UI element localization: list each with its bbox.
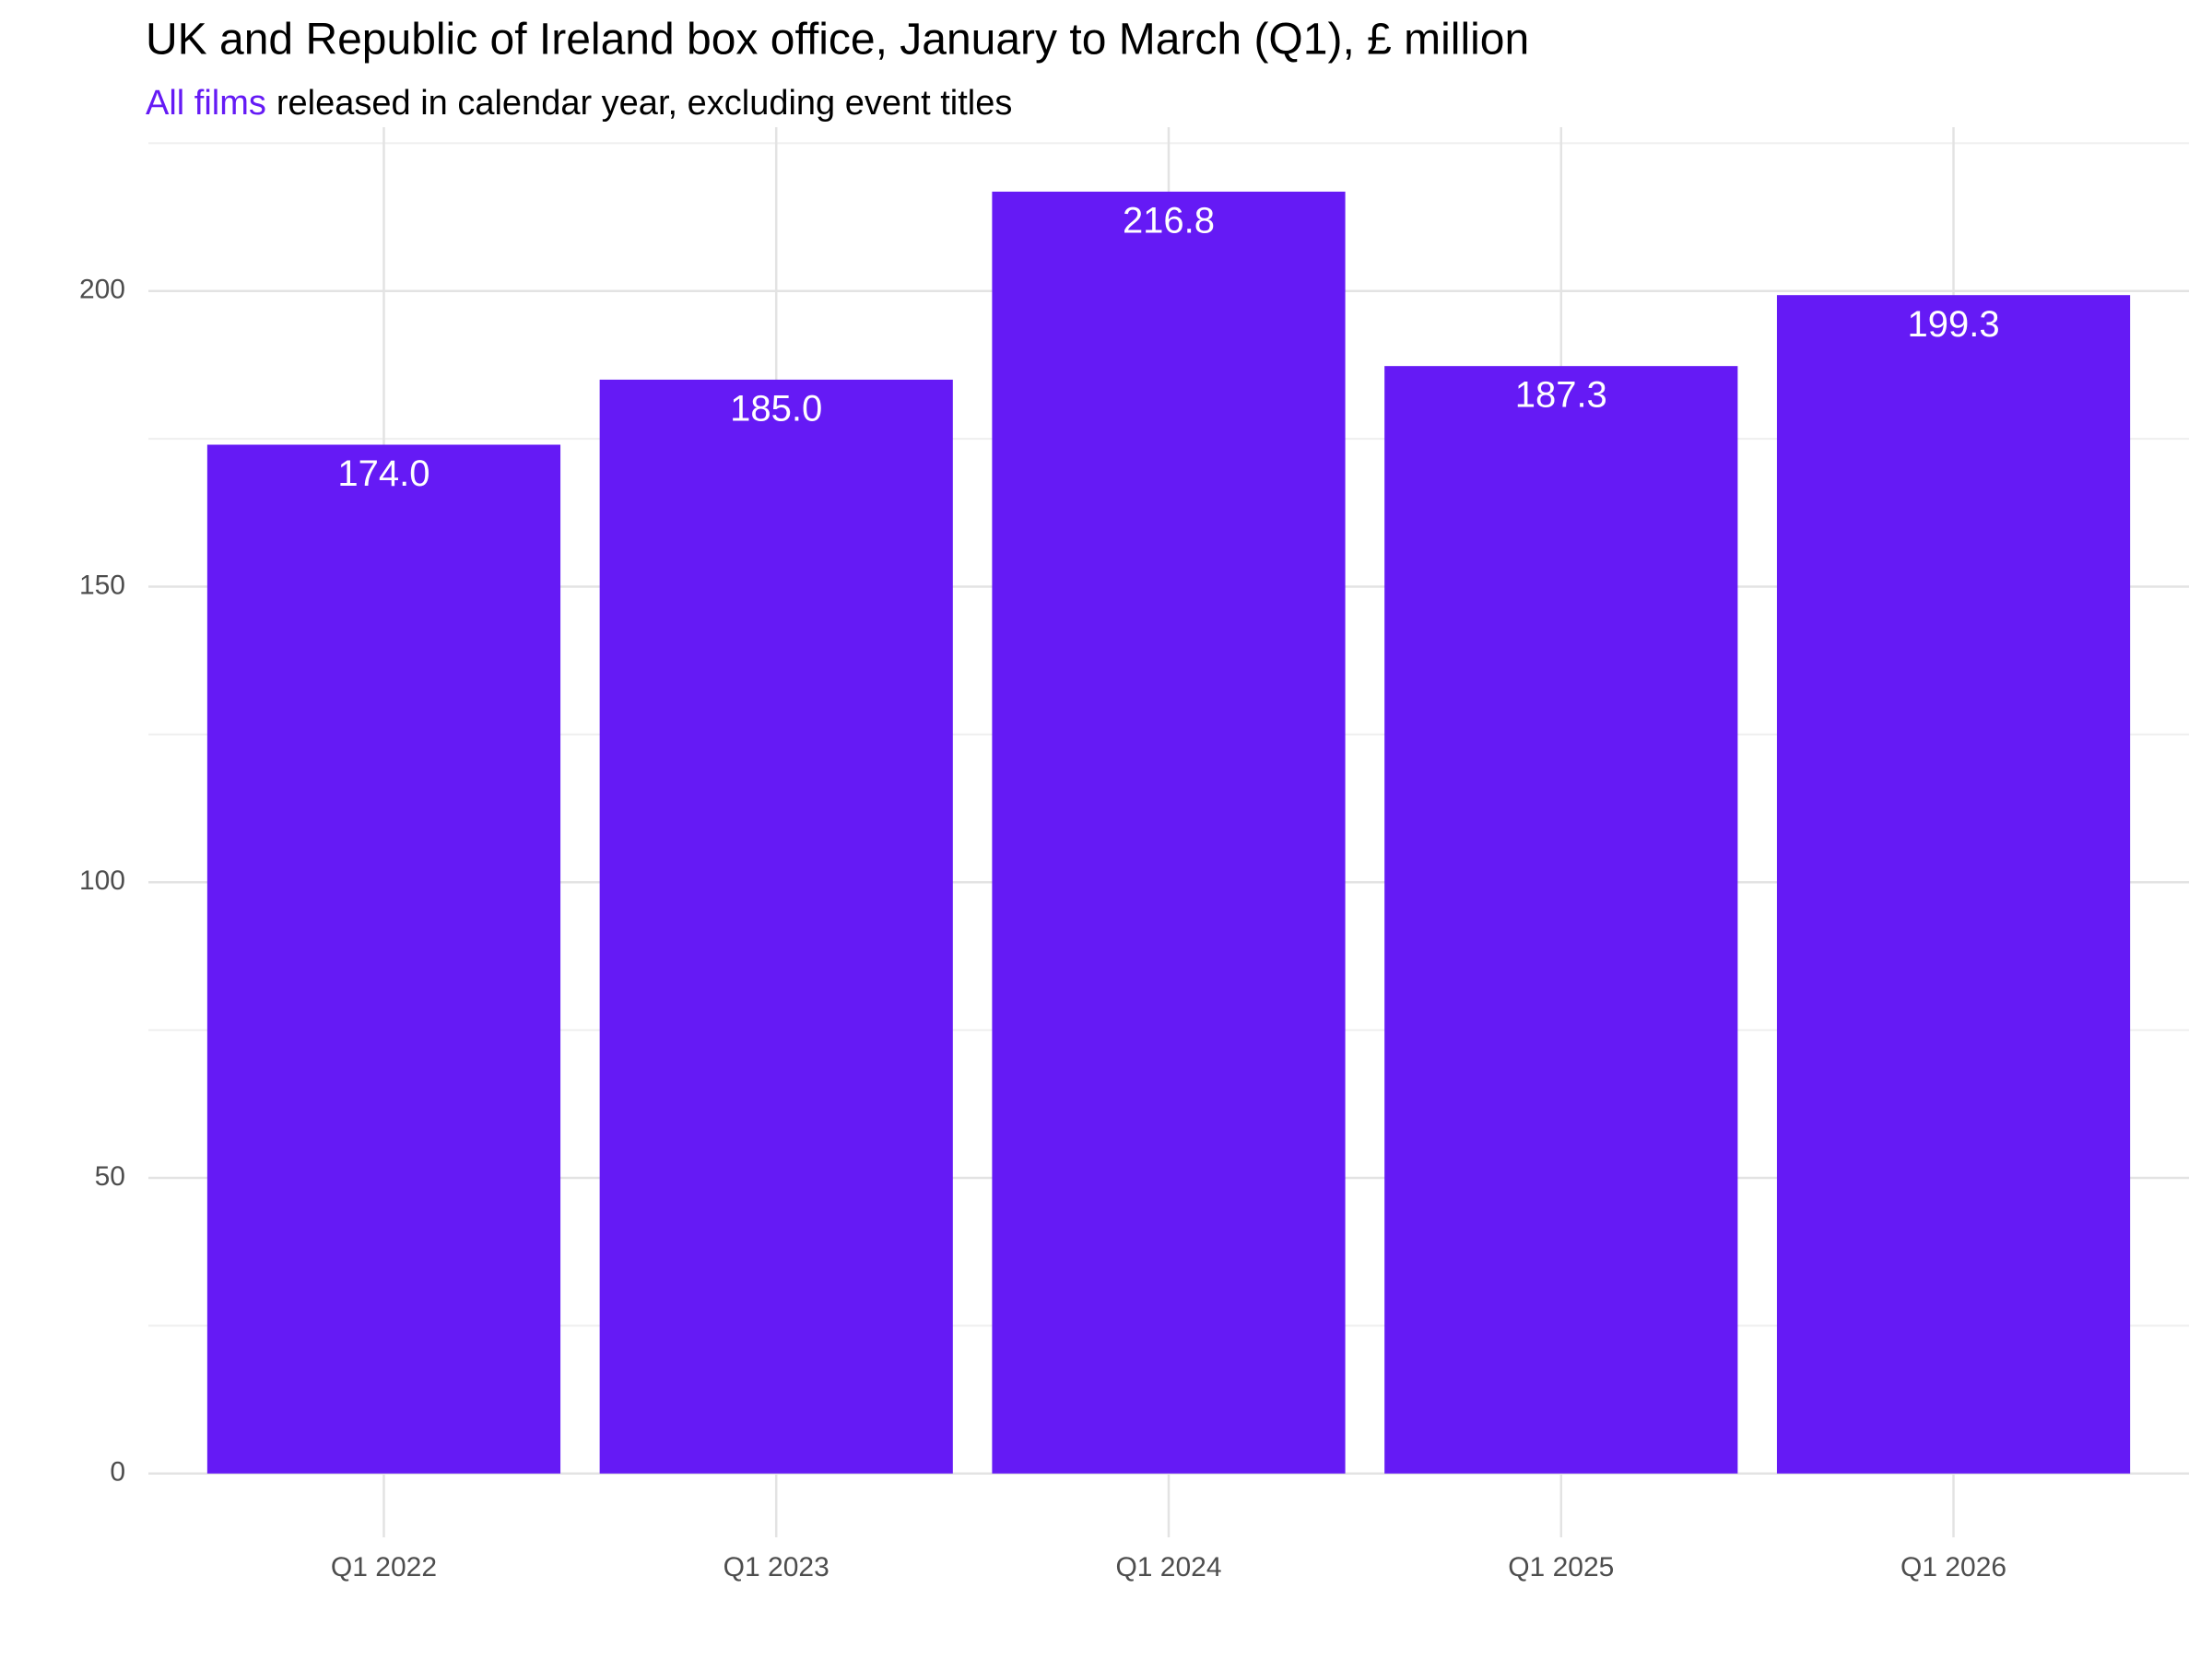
chart-subtitle: All films released in calendar year, excl…: [146, 84, 1012, 123]
value-label: 199.3: [1907, 304, 1999, 345]
bar: [599, 379, 953, 1474]
bar: [1384, 366, 1738, 1474]
y-tick-label: 200: [79, 275, 125, 305]
y-tick-label: 150: [79, 570, 125, 600]
x-tick-label: Q1 2022: [331, 1552, 437, 1583]
value-label: 187.3: [1515, 375, 1607, 416]
subtitle-text: released in calendar year, excluding eve…: [276, 84, 1012, 123]
value-label: 174.0: [337, 453, 429, 494]
y-tick-label: 50: [95, 1161, 125, 1192]
bar: [992, 191, 1346, 1474]
chart-title: UK and Republic of Ireland box office, J…: [146, 16, 1529, 65]
y-tick-label: 0: [110, 1457, 125, 1488]
x-tick-label: Q1 2023: [724, 1552, 830, 1583]
y-tick-label: 100: [79, 865, 125, 896]
bar: [206, 444, 561, 1474]
value-label: 185.0: [730, 388, 822, 429]
bar: [1776, 295, 2131, 1474]
x-tick-label: Q1 2024: [1115, 1552, 1221, 1583]
value-label: 216.8: [1123, 200, 1215, 241]
subtitle-highlight: All films: [146, 84, 266, 123]
x-tick-label: Q1 2026: [1900, 1552, 2006, 1583]
x-tick-label: Q1 2025: [1508, 1552, 1614, 1583]
